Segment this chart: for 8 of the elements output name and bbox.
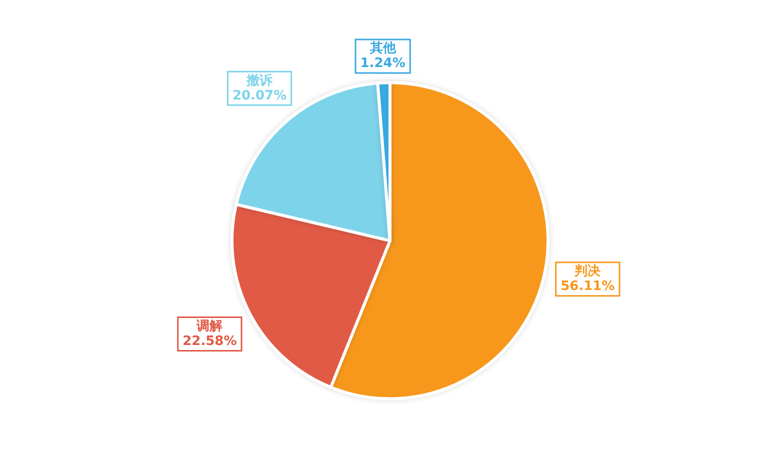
data-label: 56.11%	[560, 279, 615, 294]
data-label: 1.24%	[360, 56, 406, 72]
slice-label: 判决	[574, 263, 602, 280]
slice-label: 撤诉	[246, 72, 274, 88]
slice-label: 其他	[368, 41, 397, 56]
data-label: 20.07%	[232, 88, 287, 104]
slice-label: 调解	[196, 318, 223, 334]
data-label: 22.58%	[182, 334, 237, 349]
